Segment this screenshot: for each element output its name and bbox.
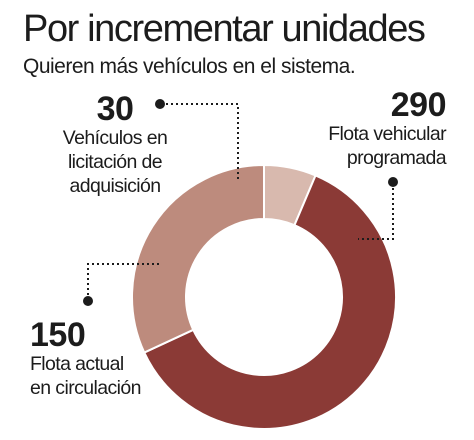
slice-value-150: 150 [30, 316, 86, 354]
slice-value-290: 290 [390, 86, 447, 124]
chart-subtitle: Quieren más vehículos en el sistema. [23, 55, 356, 78]
leader-line-150 [87, 263, 160, 295]
slice-label-line: Flota actual [30, 353, 124, 375]
callout-30: 30 Vehículos en licitación de adquisició… [40, 92, 190, 198]
callout-leaders [83, 99, 398, 306]
slice-label-line: programada [346, 147, 447, 169]
donut-slice-150 [131, 163, 265, 354]
slice-value-30: 30 [96, 90, 134, 128]
slice-label-line: licitación de [67, 151, 163, 173]
callout-290: 290 Flota vehicular programada [296, 88, 446, 170]
leader-dot-290 [388, 177, 398, 187]
slice-label-line: Flota vehicular [328, 123, 446, 145]
donut-slice-290 [142, 174, 397, 430]
slice-label-line: adquisición [69, 175, 162, 197]
leader-dot-150 [83, 296, 93, 306]
leader-line-30 [166, 103, 239, 182]
slice-label-line: en circulación [30, 377, 141, 399]
leader-dot-30 [155, 99, 165, 109]
callout-150: 150 Flota actual en circulación [30, 318, 180, 400]
chart-title: Por incrementar unidades [23, 8, 426, 50]
donut-slices [131, 163, 397, 430]
slice-label-line: Vehículos en [62, 127, 168, 149]
leader-line-290 [358, 188, 394, 240]
